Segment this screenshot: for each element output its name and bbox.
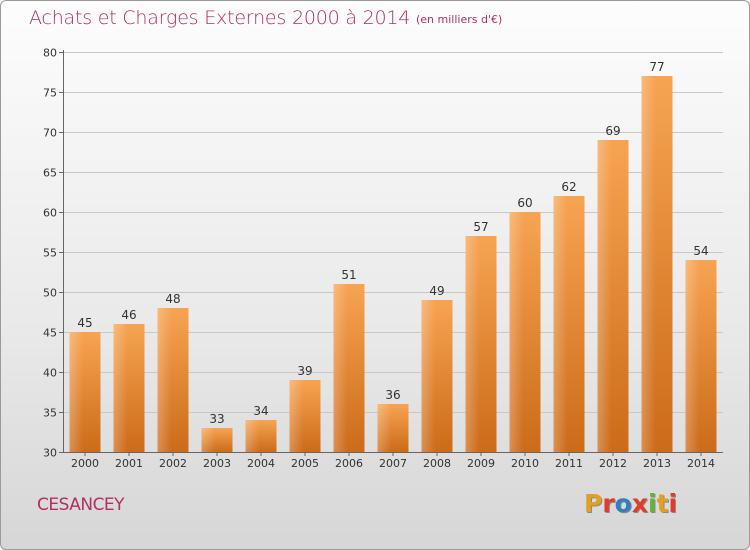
- data-label: 62: [561, 180, 576, 194]
- bar-highlight: [421, 300, 436, 452]
- bar-highlight: [509, 212, 524, 452]
- x-tick-label: 2009: [467, 457, 495, 470]
- y-tick-label: 35: [43, 407, 57, 420]
- y-tick-label: 50: [43, 287, 57, 300]
- chart-title: Achats et Charges Externes 2000 à 2014: [29, 7, 411, 29]
- brand-logo: Proxiti: [584, 489, 677, 518]
- bar-highlight: [245, 420, 260, 452]
- y-tick-label: 80: [43, 47, 57, 60]
- x-tick-label: 2000: [71, 457, 99, 470]
- data-label: 54: [693, 244, 708, 258]
- x-tick-label: 2004: [247, 457, 275, 470]
- data-label: 77: [649, 60, 664, 74]
- y-tick-label: 75: [43, 87, 57, 100]
- brand-letter: o: [614, 489, 632, 518]
- x-tick-label: 2005: [291, 457, 319, 470]
- x-tick-label: 2014: [687, 457, 715, 470]
- y-tick-label: 60: [43, 207, 57, 220]
- bar-highlight: [157, 308, 172, 452]
- bar-highlight: [553, 196, 568, 452]
- x-tick-label: 2007: [379, 457, 407, 470]
- bar-highlight: [69, 332, 84, 452]
- bar-highlight: [377, 404, 392, 452]
- data-labels: 45 46 48 33 34 39 51 36 49 57 60 62 69 77 54: [77, 60, 708, 426]
- y-tick-label: 70: [43, 127, 57, 140]
- x-tick-label: 2006: [335, 457, 363, 470]
- bar-highlight: [289, 380, 304, 452]
- y-tick-label: 45: [43, 327, 57, 340]
- x-tick-label: 2010: [511, 457, 539, 470]
- brand-letter: i: [668, 489, 678, 518]
- data-label: 60: [517, 196, 532, 210]
- brand-letter: x: [631, 489, 648, 518]
- bar-highlight: [465, 236, 480, 452]
- y-tick-label: 30: [43, 447, 57, 460]
- data-label: 57: [473, 220, 488, 234]
- data-label: 48: [165, 292, 180, 306]
- y-tick-label: 40: [43, 367, 57, 380]
- bar-highlight: [597, 140, 612, 452]
- bar-highlight: [333, 284, 348, 452]
- x-tick-label: 2013: [643, 457, 671, 470]
- y-tick-label: 65: [43, 167, 57, 180]
- brand-letter: i: [648, 489, 657, 518]
- bar-highlight: [685, 260, 700, 452]
- data-label: 33: [209, 412, 224, 426]
- data-label: 36: [385, 388, 400, 402]
- bars: [69, 76, 717, 452]
- bar-highlight: [641, 76, 656, 452]
- data-label: 46: [121, 308, 136, 322]
- x-tick-label: 2008: [423, 457, 451, 470]
- x-tick-label: 2003: [203, 457, 231, 470]
- data-label: 45: [77, 316, 92, 330]
- x-tick-label: 2002: [159, 457, 187, 470]
- bar-highlight: [201, 428, 216, 452]
- brand-letter: t: [656, 489, 669, 518]
- x-tick-label: 2001: [115, 457, 143, 470]
- axes: 30 35 40 45 50 55 60 65 70 75 80 2000 2001 2002 2003 20…: [43, 47, 723, 470]
- brand-letter: r: [602, 489, 615, 518]
- x-tick-label: 2012: [599, 457, 627, 470]
- brand-letter: P: [584, 489, 603, 518]
- data-label: 39: [297, 364, 312, 378]
- place-name: CESANCEY: [37, 495, 125, 515]
- chart-unit: (en milliers d'€): [416, 13, 503, 26]
- data-label: 49: [429, 284, 444, 298]
- y-tick-label: 55: [43, 247, 57, 260]
- bar-highlight: [113, 324, 128, 452]
- data-label: 69: [605, 124, 620, 138]
- x-tick-label: 2011: [555, 457, 583, 470]
- data-label: 34: [253, 404, 268, 418]
- data-label: 51: [341, 268, 356, 282]
